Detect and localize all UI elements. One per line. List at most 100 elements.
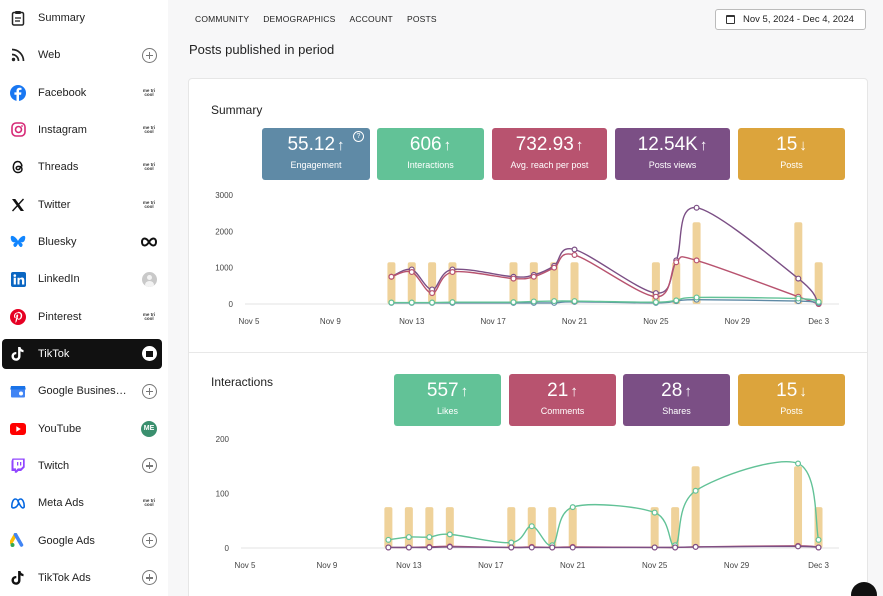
- sidebar-item-google-ads[interactable]: Google Ads: [2, 526, 162, 556]
- sidebar-item-tiktok[interactable]: TikTok: [2, 338, 162, 369]
- data-point[interactable]: [693, 294, 700, 301]
- data-point[interactable]: [449, 299, 456, 306]
- data-point[interactable]: [551, 264, 558, 271]
- help-icon[interactable]: ?: [353, 131, 364, 142]
- data-point[interactable]: [571, 246, 578, 253]
- sidebar-item-linkedin[interactable]: LinkedIn: [2, 264, 162, 294]
- sidebar-item-instagram[interactable]: Instagram me tri cool: [2, 115, 162, 145]
- data-point[interactable]: [795, 275, 802, 282]
- sidebar-item-twitch[interactable]: Twitch: [2, 451, 162, 481]
- data-point[interactable]: [508, 539, 515, 546]
- data-point[interactable]: [692, 487, 699, 494]
- data-point[interactable]: [815, 544, 822, 551]
- data-point[interactable]: [449, 269, 456, 276]
- sidebar-item-bluesky[interactable]: Bluesky: [2, 227, 162, 257]
- data-point[interactable]: [446, 543, 453, 550]
- data-point[interactable]: [651, 509, 658, 516]
- data-point[interactable]: [571, 298, 578, 305]
- data-point[interactable]: [405, 544, 412, 551]
- posts-bar[interactable]: [691, 466, 700, 548]
- data-point[interactable]: [510, 299, 517, 306]
- data-point[interactable]: [652, 299, 659, 306]
- stat-interactions[interactable]: 606 ↑ Interactions: [377, 128, 484, 180]
- data-point[interactable]: [693, 257, 700, 264]
- data-point[interactable]: [815, 298, 822, 305]
- data-point[interactable]: [569, 504, 576, 511]
- add-account-icon[interactable]: [141, 458, 157, 474]
- data-point[interactable]: [571, 251, 578, 258]
- posts-bar[interactable]: [650, 507, 659, 548]
- stat-posts-views[interactable]: 12.54K ↑ Posts views: [615, 128, 730, 180]
- tab-posts[interactable]: POSTS: [406, 14, 437, 24]
- data-point[interactable]: [508, 544, 515, 551]
- help-chat-button[interactable]: [851, 582, 877, 596]
- posts-bar[interactable]: [794, 466, 803, 548]
- add-account-icon[interactable]: [141, 570, 157, 586]
- posts-bar[interactable]: [507, 507, 516, 548]
- stat-posts[interactable]: 15 ↓ Posts: [738, 128, 845, 180]
- data-point[interactable]: [795, 295, 802, 302]
- posts-bar[interactable]: [445, 507, 454, 548]
- data-point[interactable]: [446, 531, 453, 538]
- data-point[interactable]: [408, 299, 415, 306]
- date-range-picker[interactable]: Nov 5, 2024 - Dec 4, 2024: [715, 9, 866, 30]
- data-point[interactable]: [530, 273, 537, 280]
- data-point[interactable]: [795, 460, 802, 467]
- posts-bar[interactable]: [428, 262, 437, 304]
- data-point[interactable]: [408, 269, 415, 276]
- data-point[interactable]: [569, 544, 576, 551]
- posts-bar[interactable]: [671, 507, 680, 548]
- posts-bar[interactable]: [570, 262, 579, 304]
- data-point[interactable]: [795, 543, 802, 550]
- stat-engagement[interactable]: 55.12 ↑ Engagement ?: [262, 128, 370, 180]
- posts-bar[interactable]: [425, 507, 434, 548]
- posts-bar[interactable]: [814, 262, 823, 304]
- add-account-icon[interactable]: [141, 47, 157, 63]
- posts-bar[interactable]: [529, 262, 538, 304]
- data-point[interactable]: [385, 544, 392, 551]
- add-account-icon[interactable]: [141, 533, 157, 549]
- data-point[interactable]: [549, 544, 556, 551]
- data-point[interactable]: [385, 536, 392, 543]
- data-point[interactable]: [388, 273, 395, 280]
- data-point[interactable]: [510, 275, 517, 282]
- data-point[interactable]: [692, 543, 699, 550]
- stat-comments[interactable]: 21 ↑ Comments: [509, 374, 616, 426]
- sidebar-item-threads[interactable]: Threads me tri cool: [2, 152, 162, 182]
- data-point[interactable]: [426, 534, 433, 541]
- data-point[interactable]: [652, 293, 659, 300]
- sidebar-item-meta-ads[interactable]: Meta Ads me tri cool: [2, 488, 162, 518]
- data-point[interactable]: [693, 204, 700, 211]
- tab-community[interactable]: COMMUNITY: [195, 14, 250, 24]
- data-point[interactable]: [673, 259, 680, 266]
- posts-bar[interactable]: [672, 262, 681, 304]
- sidebar-item-twitter[interactable]: Twitter me tri cool: [2, 190, 162, 220]
- sidebar-item-facebook[interactable]: Facebook me tri cool: [2, 78, 162, 108]
- data-point[interactable]: [815, 536, 822, 543]
- stat-shares[interactable]: 28 ↑ Shares: [623, 374, 730, 426]
- data-point[interactable]: [429, 299, 436, 306]
- sidebar-item-google-business[interactable]: Google Business ...: [2, 376, 162, 406]
- data-point[interactable]: [530, 298, 537, 305]
- posts-bar[interactable]: [794, 222, 803, 304]
- posts-bar[interactable]: [404, 507, 413, 548]
- stat-likes[interactable]: 557 ↑ Likes: [394, 374, 501, 426]
- data-point[interactable]: [672, 544, 679, 551]
- data-point[interactable]: [388, 299, 395, 306]
- sidebar-item-summary[interactable]: Summary: [2, 3, 162, 33]
- data-point[interactable]: [551, 298, 558, 305]
- data-point[interactable]: [673, 297, 680, 304]
- data-point[interactable]: [429, 290, 436, 297]
- sidebar-item-tiktok-ads[interactable]: TikTok Ads: [2, 563, 162, 593]
- add-account-icon[interactable]: [141, 383, 157, 399]
- posts-bar[interactable]: [548, 507, 557, 548]
- tab-account[interactable]: ACCOUNT: [349, 14, 393, 24]
- data-point[interactable]: [528, 523, 535, 530]
- posts-bar[interactable]: [509, 262, 518, 304]
- data-point[interactable]: [405, 534, 412, 541]
- posts-bar[interactable]: [550, 262, 559, 304]
- sidebar-item-web[interactable]: Web: [2, 40, 162, 70]
- data-point[interactable]: [426, 544, 433, 551]
- data-point[interactable]: [528, 544, 535, 551]
- stat-avg-reach[interactable]: 732.93 ↑ Avg. reach per post: [492, 128, 607, 180]
